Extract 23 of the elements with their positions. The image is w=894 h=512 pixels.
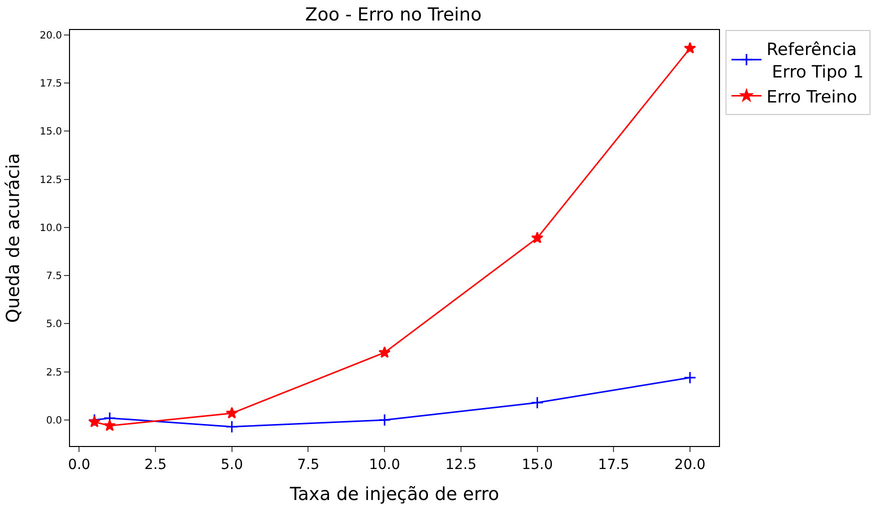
- y-tick-label: 2.5: [46, 367, 62, 378]
- x-tick-label: 17.5: [598, 456, 630, 473]
- x-tick-label: 7.5: [297, 456, 320, 473]
- y-tick-label: 20.0: [40, 30, 62, 42]
- chart-title: Zoo - Erro no Treino: [305, 4, 482, 26]
- x-tick-label: 12.5: [445, 456, 477, 473]
- x-tick-label: 5.0: [220, 456, 244, 473]
- y-tick-label: 5.0: [46, 319, 62, 330]
- legend-label: Referência Erro Tipo 1: [766, 40, 864, 82]
- x-tick-label: 15.0: [522, 456, 553, 473]
- legend-label: Erro Treino: [766, 87, 858, 108]
- x-tick-label: 10.0: [368, 456, 400, 473]
- y-tick-label: 15.0: [40, 126, 62, 138]
- x-axis-title: Taxa de injeção de erro: [288, 484, 500, 505]
- x-tick-label: 2.5: [144, 456, 167, 473]
- y-tick-label: 0.0: [46, 416, 62, 426]
- y-tick-label: 17.5: [40, 78, 62, 90]
- x-tick-label: 20.0: [674, 456, 706, 473]
- y-tick-label: 12.5: [40, 174, 62, 186]
- y-tick-label: 10.0: [40, 222, 62, 234]
- x-tick-label: 0.0: [68, 456, 90, 473]
- y-axis-title: Queda de acurácia: [2, 153, 24, 323]
- y-tick-label: 7.5: [46, 271, 62, 282]
